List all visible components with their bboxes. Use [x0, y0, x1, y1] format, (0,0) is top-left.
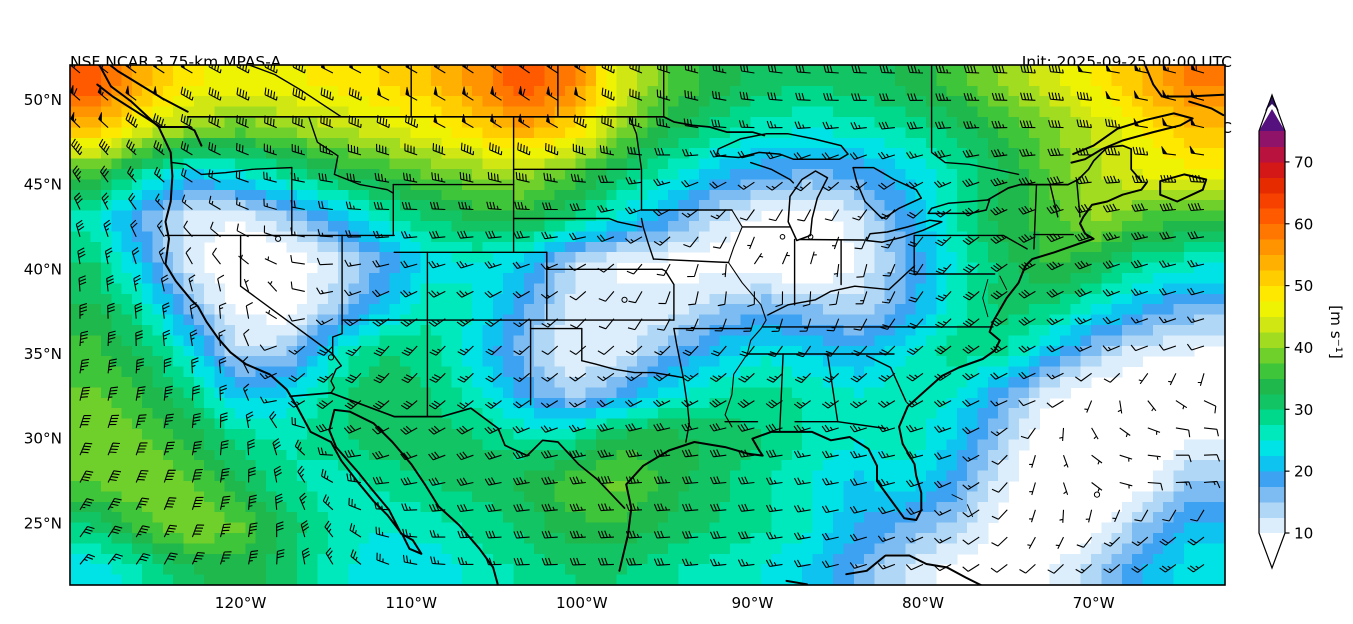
outline-coast: [785, 579, 808, 585]
wind-speed-fill: [70, 65, 1225, 585]
outline-state: [799, 238, 865, 241]
colorbar-outline: [1258, 93, 1286, 570]
outline-border: [987, 183, 1039, 201]
lat-tick-label: 25°N: [24, 514, 62, 532]
colorbar-tick-label: 30: [1294, 401, 1313, 419]
outline-river: [724, 209, 767, 428]
lat-tick-label: 35°N: [24, 345, 62, 363]
outline-coast: [108, 65, 189, 113]
outline-state: [1075, 178, 1081, 218]
outline-state: [779, 353, 784, 433]
barb-pennants: [70, 65, 1196, 155]
outline-coast: [98, 65, 499, 585]
lat-tick-label: 40°N: [24, 260, 62, 278]
outline-state: [330, 353, 342, 394]
outline-state: [640, 217, 655, 260]
outline-state: [332, 319, 343, 355]
outline-coast: [1159, 173, 1208, 203]
outline-coast: [159, 126, 203, 147]
colorbar-tick-label: 40: [1294, 339, 1313, 357]
colorbar-over-tip: [1265, 95, 1279, 111]
outline-coast: [845, 554, 983, 585]
outline-state: [913, 234, 1028, 250]
colorbar-tick-label: 20: [1294, 463, 1313, 481]
outline-lake: [787, 170, 829, 242]
outline-border: [1036, 144, 1143, 186]
outline-coast: [1144, 65, 1225, 98]
outline-prov: [247, 65, 342, 118]
outline-lake: [927, 199, 991, 215]
colorbar: 10 20 30 40 50 60 70 [m s⁻¹]: [1258, 93, 1345, 570]
outline-state: [866, 355, 907, 403]
lon-tick-labels: 120°W 110°W 100°W 90°W 80°W 70°W: [215, 594, 1115, 612]
outline-state: [239, 234, 334, 355]
outline-state: [750, 161, 795, 184]
outline-border: [289, 392, 626, 509]
colorbar-tick-label: 70: [1294, 153, 1313, 171]
outline-thin: [951, 494, 963, 501]
outline-coast: [1070, 112, 1194, 164]
outline-state: [1033, 183, 1038, 250]
outline-prov: [930, 65, 1020, 176]
outline-state: [682, 377, 690, 443]
colorbar-tick-label: 60: [1294, 215, 1313, 233]
map-outlines: [96, 65, 1225, 585]
outline-state: [794, 421, 887, 430]
outline-state: [171, 161, 293, 176]
outline-border: [662, 115, 766, 137]
calm-wind-circle: [327, 354, 335, 361]
colorbar-under-arrow: [1259, 533, 1285, 568]
barb-strokes: [70, 65, 1221, 574]
outline-state: [826, 353, 839, 423]
outline-state: [581, 360, 684, 379]
colorbar-over-arrow: [1259, 109, 1285, 131]
wind-barbs: [70, 65, 1221, 574]
lon-tick-label: 70°W: [1073, 594, 1115, 612]
outline-coast: [1188, 100, 1225, 117]
calm-wind-circles: [779, 234, 814, 240]
outline-coast: [96, 83, 162, 128]
outline-lake: [865, 219, 943, 243]
map-frame: [69, 64, 1226, 586]
outline-state: [652, 258, 730, 264]
lon-tick-label: 120°W: [215, 594, 267, 612]
lon-tick-label: 90°W: [731, 594, 773, 612]
lat-tick-label: 45°N: [24, 176, 62, 194]
calm-wind-circle: [275, 235, 282, 242]
lat-tick-label: 50°N: [24, 91, 62, 109]
colorbar-tick-label: 10: [1294, 525, 1313, 543]
lon-tick-label: 80°W: [902, 594, 944, 612]
lon-tick-label: 100°W: [556, 594, 608, 612]
outline-state: [661, 268, 675, 321]
outline-state: [673, 327, 684, 379]
calm-wind-circle: [1093, 491, 1101, 498]
colorbar-tick-label: 50: [1294, 277, 1313, 295]
outline-thin: [982, 278, 989, 318]
colorbar-unit-label: [m s⁻¹]: [1327, 305, 1345, 359]
lat-tick-label: 30°N: [24, 430, 62, 448]
outline-state: [308, 116, 394, 194]
outline-coast: [618, 181, 1148, 572]
outline-thin: [999, 275, 1008, 291]
lat-tick-labels: 50°N 45°N 40°N 35°N 30°N 25°N: [24, 91, 62, 532]
outline-state: [512, 217, 643, 228]
outline-state: [767, 265, 916, 316]
lon-tick-label: 110°W: [385, 594, 437, 612]
calm-wind-circle: [621, 296, 628, 303]
